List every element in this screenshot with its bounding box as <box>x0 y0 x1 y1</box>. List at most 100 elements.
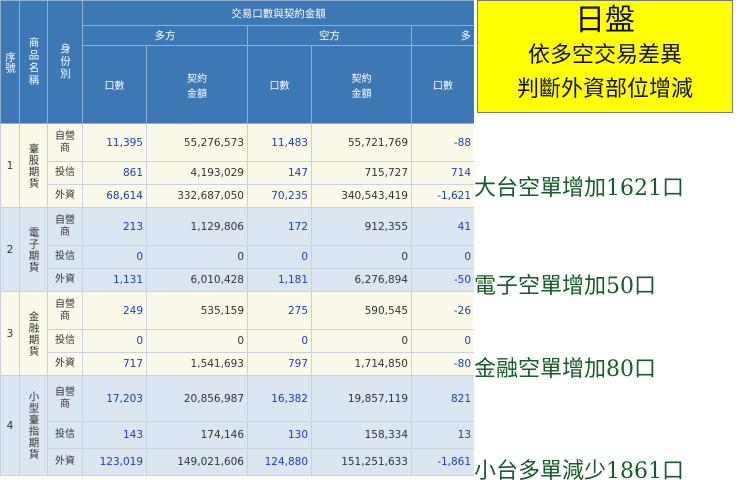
long-amount: 0 <box>146 329 248 353</box>
short-lots-link[interactable]: 147 <box>247 161 312 185</box>
short-lots-link[interactable]: 124,880 <box>247 448 312 476</box>
short-amount: 55,721,769 <box>311 123 412 162</box>
table-row: 投信 861 4,193,029 147 715,727 714 <box>1 161 474 185</box>
long-lots-link[interactable]: 861 <box>82 161 147 185</box>
panel-subtitle-1: 依多空交易差異 <box>527 43 682 68</box>
short-amount: 0 <box>311 329 412 353</box>
short-lots-link[interactable]: 1,181 <box>247 268 312 292</box>
short-lots-link[interactable]: 16,382 <box>247 375 312 422</box>
table-row: 1 臺股期貨 自營商 11,395 55,276,573 11,483 55,721,769… <box>0 123 474 208</box>
short-lots-link[interactable]: 797 <box>247 352 312 376</box>
long-lots-link[interactable]: 143 <box>82 421 147 449</box>
table-row: 外資 68,614 332,687,050 70,235 340,543,419 -1,6… <box>1 184 474 208</box>
note-finance: 金融空單增加80口 <box>474 357 656 382</box>
short-lots-link[interactable]: 0 <box>247 245 312 269</box>
short-amount: 151,251,633 <box>311 448 412 476</box>
long-lots-link[interactable]: 249 <box>82 291 147 330</box>
long-amount: 1,129,806 <box>146 207 248 246</box>
long-lots-link[interactable]: 123,019 <box>82 448 147 476</box>
header-long: 多方 <box>82 25 248 46</box>
long-amount: 6,010,428 <box>146 268 248 292</box>
long-amount: 1,541,693 <box>146 352 248 376</box>
col-header-short-amount: 契約 金額 <box>311 45 412 124</box>
net-lots-link[interactable]: 714 <box>410 161 474 185</box>
long-amount: 174,146 <box>146 421 248 449</box>
net-lots-link[interactable]: -50 <box>410 268 474 292</box>
identity-label: 自營商 <box>47 375 83 422</box>
short-amount: 912,355 <box>311 207 412 246</box>
identity-label: 自營商 <box>47 291 83 330</box>
table-row: 4 小型臺指期貨 自營商 17,203 20,856,987 16,382 19,857,1… <box>0 375 474 476</box>
identity-label: 投信 <box>47 329 83 353</box>
net-lots-link[interactable]: 0 <box>410 245 474 269</box>
short-amount: 158,334 <box>311 421 412 449</box>
net-lots-link[interactable]: -88 <box>410 123 474 162</box>
net-lots-link[interactable]: -80 <box>410 352 474 376</box>
long-lots-link[interactable]: 717 <box>82 352 147 376</box>
header-row-sides: 多方 空方 多 <box>1 25 474 46</box>
short-amount: 0 <box>311 245 412 269</box>
col-header-long-lots: 口數 <box>82 45 147 124</box>
header-short: 空方 <box>247 25 412 46</box>
long-amount: 0 <box>146 245 248 269</box>
col-header-product: 商品名稱 <box>19 0 48 124</box>
short-lots-link[interactable]: 130 <box>247 421 312 449</box>
header-net: 多 <box>410 25 474 46</box>
long-amount: 535,159 <box>146 291 248 330</box>
net-lots-link[interactable]: -1,861 <box>410 448 474 476</box>
short-lots-link[interactable]: 70,235 <box>247 184 312 208</box>
long-lots-link[interactable]: 0 <box>82 245 147 269</box>
net-lots-link[interactable]: -1,621 <box>410 184 474 208</box>
identity-label: 投信 <box>47 161 83 185</box>
table-row: 投信 0 0 0 0 0 <box>1 329 474 353</box>
identity-label: 投信 <box>47 421 83 449</box>
long-lots-link[interactable]: 11,395 <box>82 123 147 162</box>
short-lots-link[interactable]: 275 <box>247 291 312 330</box>
long-lots-link[interactable]: 68,614 <box>82 184 147 208</box>
header-row-main: 序號 商品名稱 身份別 交易口數與契約金額 <box>0 0 474 124</box>
col-header-net-lots: 口數 <box>410 45 474 124</box>
short-amount: 1,714,850 <box>311 352 412 376</box>
long-amount: 55,276,573 <box>146 123 248 162</box>
short-amount: 715,727 <box>311 161 412 185</box>
product-name: 臺股期貨 <box>19 123 48 208</box>
annotation-panel: 日盤 依多空交易差異 判斷外資部位增減 大台空單增加1621口 電子空單增加50… <box>474 0 740 484</box>
identity-label: 外資 <box>47 352 83 376</box>
title-box: 日盤 依多空交易差異 判斷外資部位增減 <box>477 0 733 113</box>
col-header-long-amount: 契約 金額 <box>146 45 248 124</box>
net-lots-link[interactable]: -26 <box>410 291 474 330</box>
product-seq: 2 <box>0 207 20 292</box>
panel-title: 日盤 <box>575 3 635 38</box>
table-row: 3 金融期貨 自營商 249 535,159 275 590,545 -26 <box>0 291 474 376</box>
net-lots-link[interactable]: 41 <box>410 207 474 246</box>
long-amount: 4,193,029 <box>146 161 248 185</box>
product-seq: 3 <box>0 291 20 376</box>
long-lots-link[interactable]: 0 <box>82 329 147 353</box>
long-amount: 332,687,050 <box>146 184 248 208</box>
long-lots-link[interactable]: 213 <box>82 207 147 246</box>
net-lots-link[interactable]: 821 <box>410 375 474 422</box>
short-amount: 340,543,419 <box>311 184 412 208</box>
panel-subtitle-2: 判斷外資部位增減 <box>516 77 693 102</box>
long-lots-link[interactable]: 17,203 <box>82 375 147 422</box>
product-name: 金融期貨 <box>19 291 48 376</box>
short-amount: 6,276,894 <box>311 268 412 292</box>
identity-label: 外資 <box>47 448 83 476</box>
long-lots-link[interactable]: 1,131 <box>82 268 147 292</box>
short-lots-link[interactable]: 0 <box>247 329 312 353</box>
net-lots-link[interactable]: 13 <box>410 421 474 449</box>
note-mini-taiex: 小台多單減少1861口 <box>474 459 684 484</box>
short-lots-link[interactable]: 11,483 <box>247 123 312 162</box>
product-name: 電子期貨 <box>19 207 48 292</box>
table-row: 外資 1,131 6,010,428 1,181 6,276,894 -50 <box>1 268 474 292</box>
col-header-identity: 身份別 <box>47 0 83 124</box>
long-amount: 20,856,987 <box>146 375 248 422</box>
short-lots-link[interactable]: 172 <box>247 207 312 246</box>
identity-label: 外資 <box>47 268 83 292</box>
table-row: 投信 143 174,146 130 158,334 13 <box>1 421 474 449</box>
short-amount: 590,545 <box>311 291 412 330</box>
net-lots-link[interactable]: 0 <box>410 329 474 353</box>
short-amount: 19,857,119 <box>311 375 412 422</box>
note-electronics: 電子空單增加50口 <box>474 274 656 299</box>
col-header-seq: 序號 <box>0 0 20 124</box>
